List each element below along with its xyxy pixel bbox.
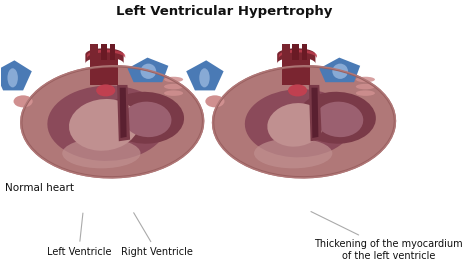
Ellipse shape (332, 64, 348, 79)
Text: Right Ventricle: Right Ventricle (121, 213, 193, 257)
Bar (100, 44, 107, 60)
Ellipse shape (288, 84, 307, 97)
Ellipse shape (21, 66, 204, 178)
Ellipse shape (242, 72, 327, 109)
Ellipse shape (164, 77, 183, 82)
Ellipse shape (8, 68, 18, 88)
Ellipse shape (245, 89, 354, 157)
Polygon shape (311, 88, 319, 138)
Text: Normal heart: Normal heart (5, 183, 74, 193)
Bar (90, 55, 118, 85)
Ellipse shape (298, 92, 376, 144)
Ellipse shape (106, 92, 184, 144)
Ellipse shape (356, 77, 375, 82)
Bar (282, 44, 290, 60)
Ellipse shape (14, 95, 33, 107)
Polygon shape (117, 85, 130, 141)
Bar (302, 44, 307, 60)
Bar (282, 55, 310, 85)
Text: Left Ventricular Hypertrophy: Left Ventricular Hypertrophy (116, 5, 332, 18)
Ellipse shape (356, 90, 375, 96)
Ellipse shape (50, 72, 136, 109)
Polygon shape (309, 85, 322, 141)
Ellipse shape (212, 66, 395, 178)
Ellipse shape (205, 95, 225, 107)
Bar (90, 44, 98, 60)
Ellipse shape (164, 84, 183, 89)
Ellipse shape (69, 99, 139, 151)
Polygon shape (119, 88, 127, 138)
Bar (292, 44, 299, 60)
Ellipse shape (124, 102, 172, 137)
Ellipse shape (356, 84, 375, 89)
Ellipse shape (315, 102, 363, 137)
Polygon shape (0, 60, 32, 90)
Ellipse shape (140, 64, 156, 79)
Ellipse shape (199, 68, 210, 88)
Polygon shape (319, 58, 360, 82)
Ellipse shape (164, 90, 183, 96)
Text: Left Ventricle: Left Ventricle (46, 213, 111, 257)
Ellipse shape (267, 103, 324, 147)
Polygon shape (128, 58, 168, 82)
Ellipse shape (62, 138, 140, 168)
Bar (110, 44, 115, 60)
Polygon shape (186, 60, 224, 90)
Text: Thickening of the myocardium
of the left ventricle: Thickening of the myocardium of the left… (311, 211, 463, 261)
Ellipse shape (254, 138, 332, 168)
Ellipse shape (47, 86, 168, 161)
Ellipse shape (96, 84, 115, 97)
